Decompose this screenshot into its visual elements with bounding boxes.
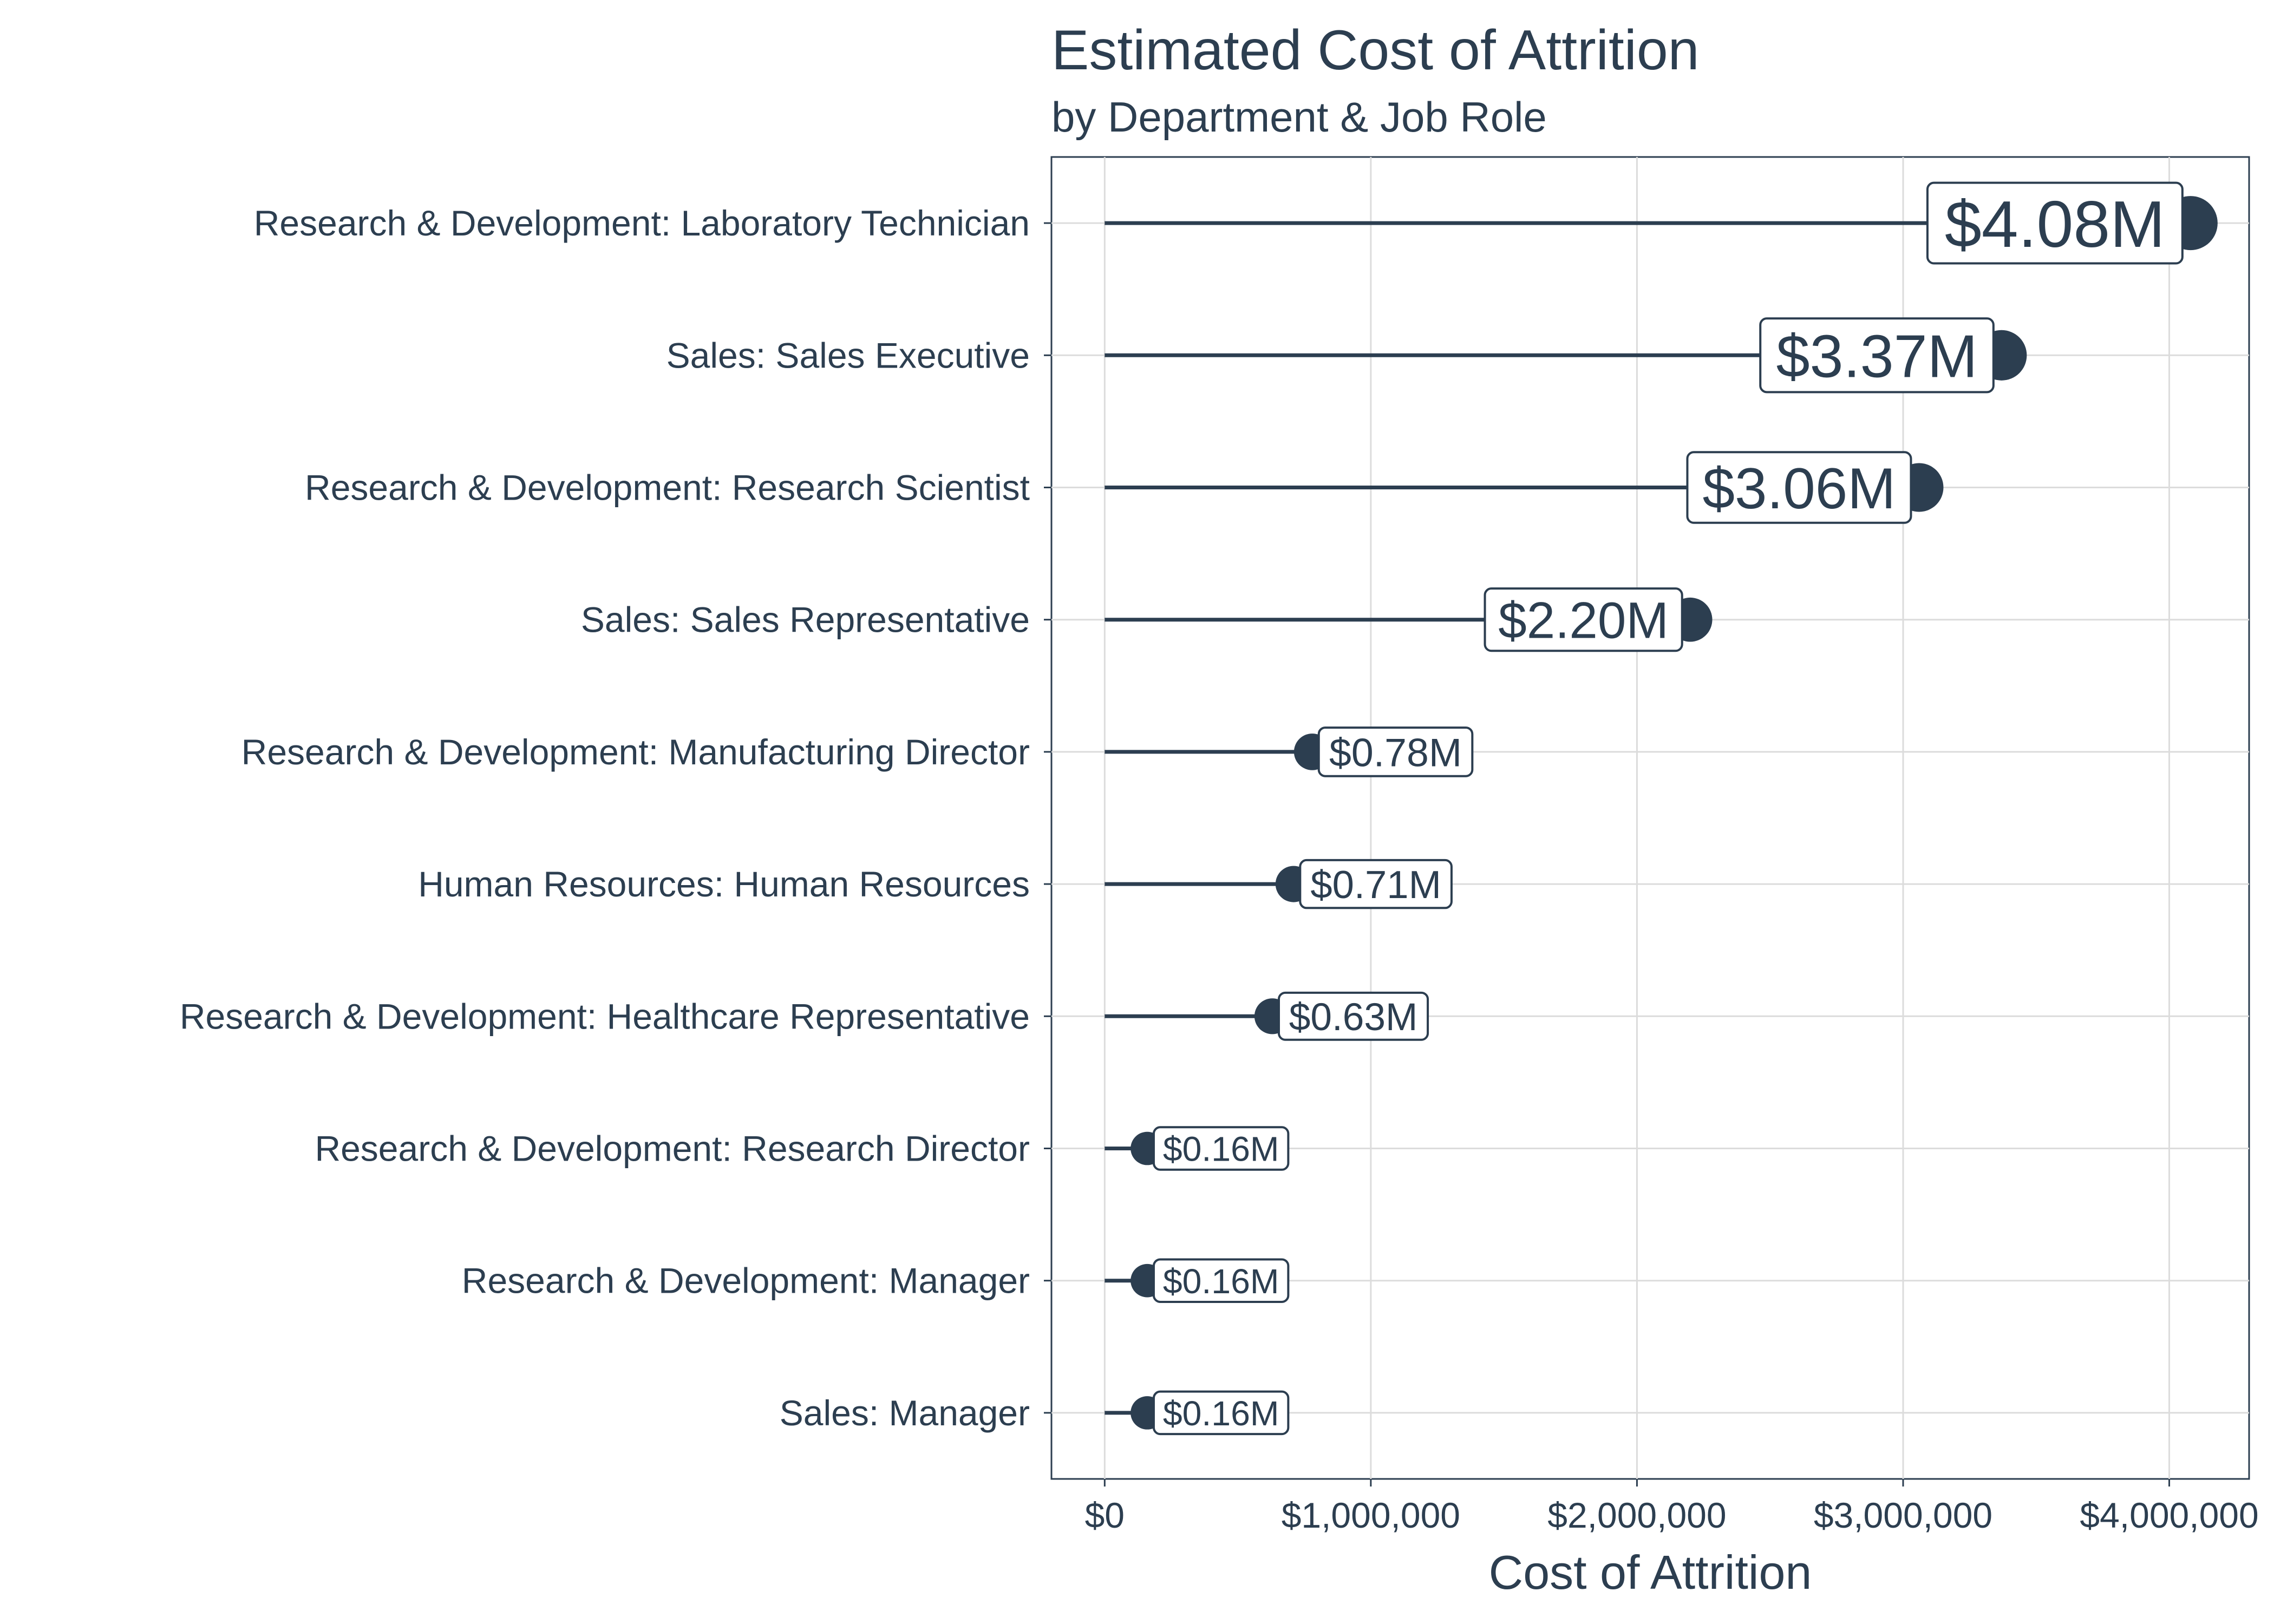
value-label-box — [1686, 451, 1912, 524]
y-axis-labels: Research & Development: Laboratory Techn… — [180, 203, 1030, 1433]
value-label: $0.63M — [1289, 996, 1418, 1039]
value-label-box — [1152, 1258, 1290, 1303]
category-label: Research & Development: Research Directo… — [315, 1129, 1030, 1169]
category-label: Human Resources: Human Resources — [418, 864, 1030, 904]
chart-title: Estimated Cost of Attrition — [1051, 19, 1700, 82]
value-label-box — [1152, 1126, 1290, 1171]
x-tick-label: $1,000,000 — [1282, 1495, 1460, 1535]
x-tick-label: $3,000,000 — [1814, 1495, 1992, 1535]
value-label-box — [1152, 1390, 1290, 1436]
value-label: $2.20M — [1498, 592, 1669, 649]
value-label-box — [1317, 726, 1474, 777]
category-label: Research & Development: Manager — [462, 1261, 1030, 1301]
value-label-box — [1277, 991, 1429, 1041]
category-label: Sales: Manager — [780, 1393, 1030, 1433]
value-label: $0.16M — [1163, 1394, 1279, 1433]
category-label: Research & Development: Laboratory Techn… — [254, 203, 1030, 243]
value-label: $0.16M — [1163, 1130, 1279, 1169]
chart-subtitle: by Department & Job Role — [1051, 93, 1547, 141]
x-tick-label: $4,000,000 — [2080, 1495, 2258, 1535]
value-label: $0.78M — [1329, 730, 1462, 775]
x-axis-title: Cost of Attrition — [1489, 1546, 1812, 1599]
value-label: $0.71M — [1310, 863, 1441, 907]
x-tick-label: $2,000,000 — [1547, 1495, 1726, 1535]
category-label: Sales: Sales Representative — [581, 600, 1030, 640]
category-label: Sales: Sales Executive — [666, 335, 1030, 375]
plot-panel — [1050, 156, 2250, 1480]
value-label-box — [1299, 859, 1453, 909]
value-label: $3.06M — [1703, 456, 1896, 521]
value-label: $0.16M — [1163, 1262, 1279, 1301]
value-label: $3.37M — [1776, 322, 1978, 390]
x-axis-labels: $0 $1,000,000 $2,000,000 $3,000,000 $4,000,0… — [1085, 1495, 2259, 1535]
category-label: Research & Development: Manufacturing Di… — [241, 732, 1030, 772]
data-marks: $4.08M $3.37M $3.06M $2.20M $0.78M $0.71M $0.6… — [1105, 181, 2218, 1436]
category-label: Research & Development: Research Scienti… — [305, 468, 1030, 508]
value-label-box — [1926, 181, 2184, 265]
value-label-box — [1484, 587, 1683, 652]
value-label-box — [1759, 317, 1995, 394]
x-tick-label: $0 — [1085, 1495, 1125, 1535]
category-label: Research & Development: Healthcare Repre… — [180, 996, 1030, 1036]
value-label: $4.08M — [1945, 187, 2165, 261]
